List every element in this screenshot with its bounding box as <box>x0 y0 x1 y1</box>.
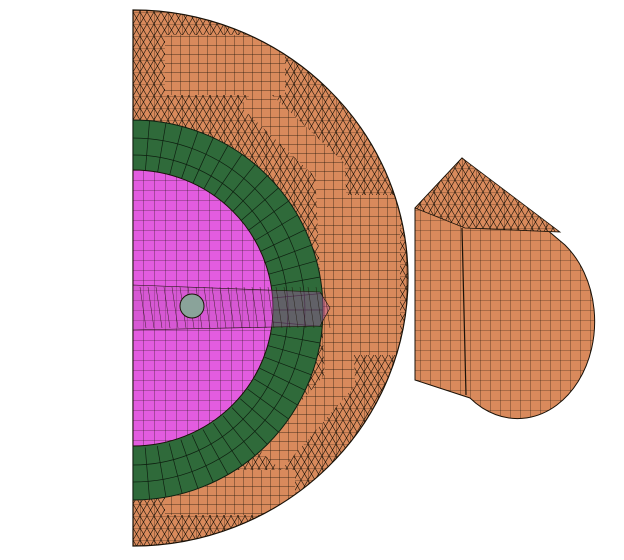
center-hole <box>179 293 205 319</box>
side-lobe <box>414 157 596 420</box>
center-refinement-band <box>132 284 331 331</box>
